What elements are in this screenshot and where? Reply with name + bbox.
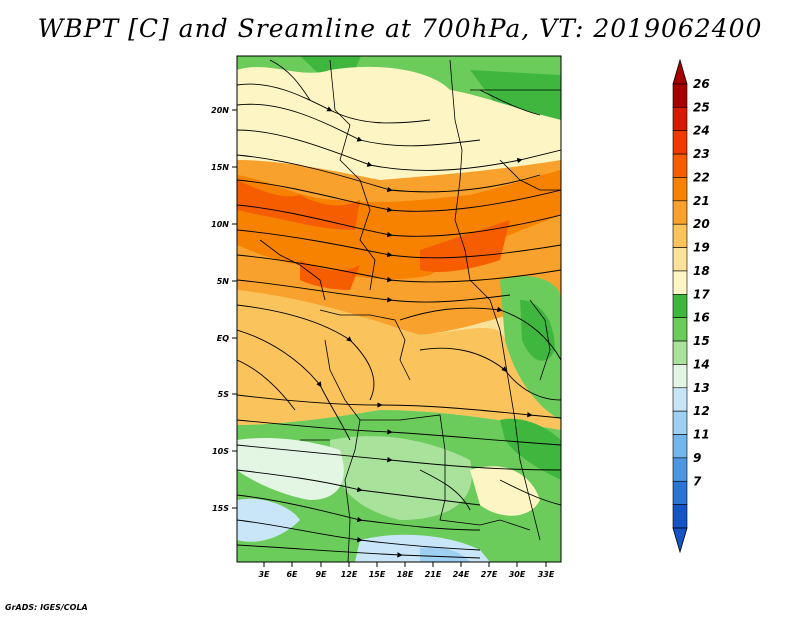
colorbar-label: 17 (693, 287, 710, 301)
colorbar-label: 9 (693, 451, 701, 465)
lat-label: 15N (211, 163, 229, 172)
colorbar-label: 24 (693, 124, 710, 138)
lat-label: 5N (217, 277, 230, 286)
longitude-axis: 3E 6E 9E 12E 15E 18E 21E 24E 27E 30E 33E (258, 562, 555, 579)
colorbar-label: 25 (693, 100, 710, 114)
colorbar-swatch (672, 177, 688, 202)
colorbar-label: 12 (693, 404, 710, 418)
lat-label: 5S (218, 390, 230, 399)
lat-label: 10S (212, 447, 229, 456)
colorbar-swatch (672, 504, 688, 529)
colorbar-swatch (672, 83, 688, 108)
colorbar-swatch (672, 223, 688, 248)
colorbar-label: 16 (693, 311, 710, 325)
colorbar-swatch (672, 130, 688, 155)
colorbar-swatch (672, 480, 688, 505)
colorbar-label: 15 (693, 334, 710, 348)
colorbar-label: 13 (693, 381, 710, 395)
lon-label: 18E (397, 570, 414, 579)
lon-label: 27E (481, 570, 498, 579)
lon-label: 15E (369, 570, 386, 579)
lon-label: 12E (341, 570, 358, 579)
colorbar-bottom-arrow (672, 527, 688, 554)
lon-label: 21E (425, 570, 442, 579)
lon-label: 33E (538, 570, 555, 579)
colorbar-label: 19 (693, 241, 710, 255)
colorbar-swatch (672, 294, 688, 318)
country-borders (259, 59, 561, 562)
colorbar-swatch (672, 340, 688, 365)
colorbar-swatch (672, 107, 688, 132)
lat-label: EQ (217, 334, 229, 343)
colorbar-label: 22 (693, 170, 710, 184)
lon-label: 24E (453, 570, 470, 579)
streamlines (237, 59, 561, 559)
chart-title: WBPT [C] and Sreamline at 700hPa, VT: 20… (37, 14, 763, 43)
colorbar-label: 11 (693, 428, 710, 442)
map-frame (236, 55, 562, 563)
colorbar-top-arrow (672, 58, 688, 85)
lon-label: 3E (258, 570, 270, 579)
colorbar-swatch (672, 153, 688, 178)
latitude-axis: 20N 15N 10N 5N EQ 5S 10S 15S (211, 106, 237, 513)
lon-label: 6E (286, 570, 298, 579)
colorbar-swatch (672, 247, 688, 272)
lon-label: 30E (509, 570, 526, 579)
lat-label: 10N (211, 220, 229, 229)
colorbar-label: 26 (693, 77, 710, 91)
grads-credit: GrADS: IGES/COLA (5, 603, 88, 612)
colorbar-swatch (672, 387, 688, 412)
colorbar-label: 20 (693, 217, 710, 231)
colorbar-label: 18 (693, 264, 710, 278)
colorbar-label: 21 (693, 194, 710, 208)
lat-label: 15S (212, 504, 229, 513)
lat-label: 20N (211, 106, 229, 115)
wbpt-field (237, 56, 561, 562)
colorbar-swatch (672, 317, 688, 342)
colorbar-label: 14 (693, 357, 710, 371)
colorbar: 26 25 24 23 22 21 20 19 18 17 16 15 14 13 12 11 9 7 (672, 58, 710, 554)
colorbar-swatch (672, 457, 688, 482)
colorbar-swatch (672, 200, 688, 225)
colorbar-swatch (672, 364, 688, 389)
colorbar-swatch (672, 434, 688, 459)
colorbar-swatch (672, 270, 688, 295)
colorbar-label: 7 (693, 474, 702, 488)
colorbar-label: 23 (693, 147, 710, 161)
colorbar-swatch (672, 410, 688, 435)
lon-label: 9E (315, 570, 327, 579)
